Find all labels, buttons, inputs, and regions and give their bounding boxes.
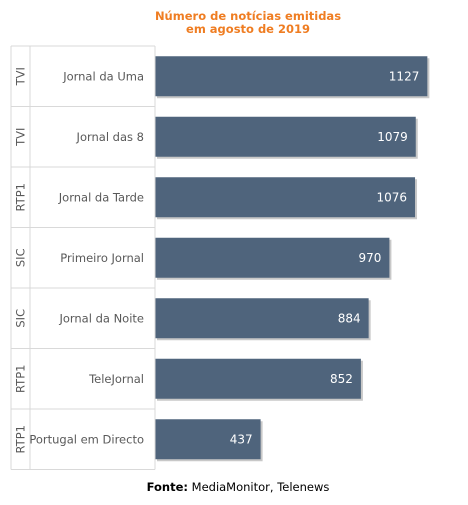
- channel-label: TVI: [14, 128, 28, 147]
- category-label: Primeiro Jornal: [60, 251, 144, 265]
- bar: [155, 116, 416, 157]
- chart-title-line2: em agosto de 2019: [186, 22, 310, 36]
- bar: [155, 298, 369, 339]
- source-label: Fonte:: [146, 480, 188, 494]
- bar: [155, 237, 390, 278]
- channel-label: SIC: [14, 309, 28, 328]
- source-text: MediaMonitor, Telenews: [191, 480, 330, 494]
- bar-value-label: 852: [330, 372, 353, 386]
- channel-label: RTP1: [14, 183, 28, 211]
- bar: [155, 177, 416, 218]
- bar-value-label: 1079: [377, 130, 408, 144]
- channel-label: SIC: [14, 248, 28, 267]
- source-note: Fonte: MediaMonitor, Telenews: [0, 480, 468, 494]
- category-label: Jornal da Tarde: [58, 190, 144, 204]
- channel-label: TVI: [14, 67, 28, 86]
- category-label: Portugal em Directo: [29, 432, 144, 446]
- bar-chart: 1127 Jornal da Uma TVI 1079 Jornal das 8 TVI 1…: [10, 45, 430, 470]
- bar: [155, 56, 428, 97]
- category-label: Jornal da Uma: [62, 69, 144, 83]
- category-label: TeleJornal: [88, 372, 144, 386]
- bar: [155, 358, 361, 399]
- category-label: Jornal da Noite: [58, 311, 144, 325]
- chart-title: Número de notícias emitidas em agosto de…: [0, 10, 468, 36]
- channel-label: RTP1: [14, 425, 28, 453]
- bar-value-label: 437: [230, 432, 253, 446]
- chart-title-line1: Número de notícias emitidas: [154, 9, 342, 23]
- category-label: Jornal das 8: [76, 130, 144, 144]
- bar-value-label: 884: [338, 311, 361, 325]
- bar-value-label: 1127: [389, 69, 420, 83]
- bar-value-label: 1076: [376, 190, 407, 204]
- channel-label: RTP1: [14, 365, 28, 393]
- bar: [155, 419, 261, 460]
- bar-value-label: 970: [359, 251, 382, 265]
